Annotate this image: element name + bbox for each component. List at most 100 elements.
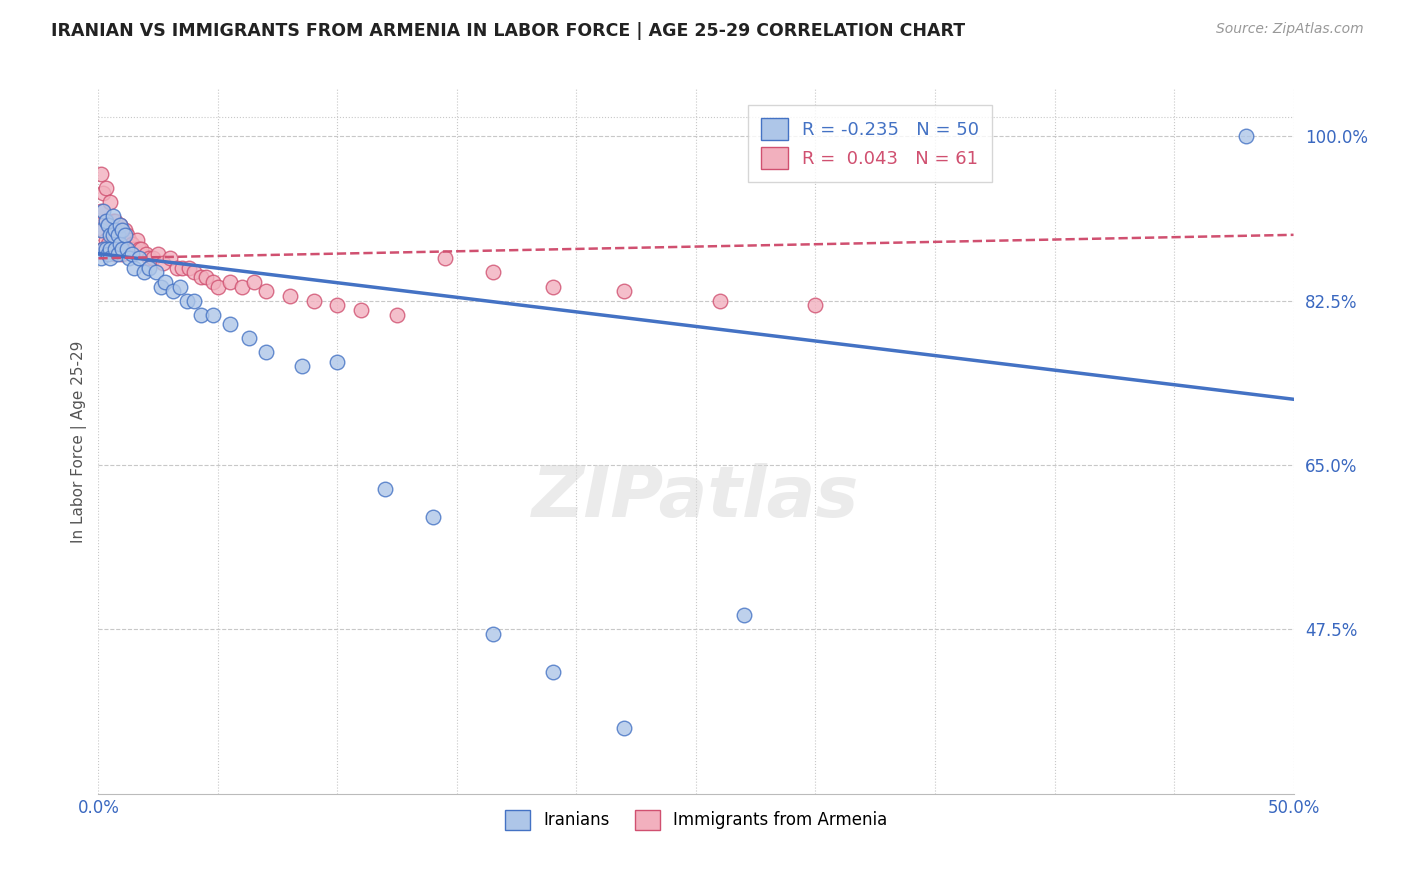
Point: [90, 252, 112, 266]
Point: [98, 227, 122, 242]
Point: [326, 354, 349, 368]
Point: [243, 275, 266, 289]
Point: [104, 213, 127, 227]
Point: [97, 237, 120, 252]
Point: [481, 265, 505, 279]
Point: [350, 303, 373, 318]
Point: [207, 279, 229, 293]
Point: [190, 270, 212, 285]
Point: [90, 204, 112, 219]
Point: [179, 260, 201, 275]
Point: [91, 223, 114, 237]
Point: [132, 265, 155, 279]
Point: [101, 213, 124, 227]
Point: [111, 227, 134, 242]
Point: [176, 293, 198, 308]
Point: [374, 482, 396, 496]
Point: [709, 293, 731, 308]
Point: [107, 223, 129, 237]
Point: [97, 219, 120, 233]
Point: [128, 252, 150, 266]
Point: [94, 213, 117, 227]
Point: [541, 279, 564, 293]
Point: [302, 293, 325, 308]
Point: [166, 260, 188, 275]
Point: [104, 242, 127, 256]
Point: [107, 246, 129, 260]
Point: [121, 246, 143, 260]
Point: [195, 270, 218, 285]
Point: [98, 252, 122, 266]
Point: [107, 242, 129, 256]
Text: IRANIAN VS IMMIGRANTS FROM ARMENIA IN LABOR FORCE | AGE 25-29 CORRELATION CHART: IRANIAN VS IMMIGRANTS FROM ARMENIA IN LA…: [51, 22, 965, 40]
Point: [115, 242, 138, 256]
Point: [94, 233, 117, 247]
Text: ZIPatlas: ZIPatlas: [533, 464, 859, 533]
Point: [422, 509, 444, 524]
Point: [118, 233, 141, 247]
Point: [91, 242, 114, 256]
Point: [114, 242, 136, 256]
Point: [152, 256, 174, 270]
Point: [481, 627, 505, 641]
Point: [434, 252, 457, 266]
Point: [613, 284, 636, 298]
Point: [202, 275, 225, 289]
Point: [101, 227, 124, 242]
Point: [104, 227, 127, 242]
Point: [91, 186, 114, 200]
Point: [238, 331, 260, 345]
Point: [101, 237, 124, 252]
Point: [291, 359, 314, 374]
Point: [142, 252, 165, 266]
Point: [90, 167, 112, 181]
Point: [118, 252, 141, 266]
Point: [101, 209, 124, 223]
Point: [94, 213, 117, 227]
Point: [94, 242, 117, 256]
Point: [326, 298, 349, 312]
Point: [162, 284, 184, 298]
Point: [111, 246, 134, 260]
Point: [124, 260, 146, 275]
Point: [115, 227, 138, 242]
Point: [804, 298, 827, 312]
Y-axis label: In Labor Force | Age 25-29: In Labor Force | Age 25-29: [72, 341, 87, 542]
Point: [183, 265, 205, 279]
Point: [278, 289, 301, 303]
Point: [190, 308, 212, 322]
Point: [104, 246, 127, 260]
Point: [385, 308, 409, 322]
Point: [114, 223, 136, 237]
Point: [97, 219, 120, 233]
Point: [108, 219, 131, 233]
Point: [104, 223, 127, 237]
Point: [183, 293, 205, 308]
Point: [114, 227, 136, 242]
Point: [138, 260, 160, 275]
Point: [98, 194, 122, 209]
Point: [613, 721, 636, 735]
Point: [121, 237, 143, 252]
Legend: Iranians, Immigrants from Armenia: Iranians, Immigrants from Armenia: [496, 801, 896, 838]
Point: [155, 275, 177, 289]
Point: [1234, 129, 1257, 144]
Point: [125, 233, 148, 247]
Point: [94, 181, 117, 195]
Point: [145, 265, 167, 279]
Point: [169, 279, 191, 293]
Point: [91, 204, 114, 219]
Point: [111, 242, 134, 256]
Point: [97, 246, 120, 260]
Point: [98, 242, 122, 256]
Point: [98, 223, 122, 237]
Point: [149, 279, 172, 293]
Point: [219, 317, 242, 331]
Point: [124, 242, 146, 256]
Point: [91, 242, 114, 256]
Point: [541, 665, 564, 679]
Point: [128, 242, 150, 256]
Point: [202, 308, 225, 322]
Point: [231, 279, 253, 293]
Point: [138, 252, 160, 266]
